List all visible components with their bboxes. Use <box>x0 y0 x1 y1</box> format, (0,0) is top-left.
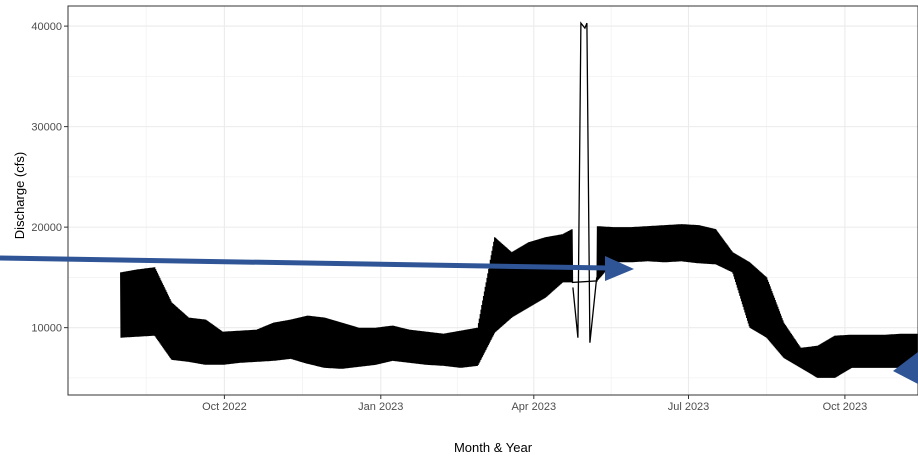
y-tick-label: 40000 <box>31 21 62 33</box>
annotation-arrow-head <box>605 256 634 281</box>
y-tick-label: 30000 <box>31 122 62 134</box>
x-tick-label: Jul 2023 <box>668 401 710 413</box>
plot-panel-border <box>67 5 918 396</box>
y-axis-title: Discharge (cfs) <box>12 152 27 239</box>
y-axis-ticks: 10000 20000 30000 40000 <box>31 21 68 335</box>
discharge-line <box>120 224 918 378</box>
minor-gridlines <box>68 6 918 395</box>
x-tick-label: Apr 2023 <box>511 401 556 413</box>
x-tick-label: Jan 2023 <box>358 401 403 413</box>
x-axis-ticks: Oct 2022 Jan 2023 Apr 2023 Jul 2023 Oct 2023 <box>202 395 867 413</box>
x-tick-label: Oct 2022 <box>202 401 247 413</box>
discharge-spike-line <box>572 21 598 343</box>
y-tick-label: 20000 <box>31 222 62 234</box>
y-tick-label: 10000 <box>31 323 62 335</box>
x-tick-label: Oct 2023 <box>823 401 868 413</box>
annotation-arrow-shaft <box>0 255 609 271</box>
discharge-series <box>120 224 918 378</box>
x-axis-title: Month & Year <box>454 440 533 455</box>
discharge-spike <box>572 21 598 343</box>
annotation-arrows <box>0 255 918 384</box>
annotation-arrow-head-right <box>893 352 918 384</box>
